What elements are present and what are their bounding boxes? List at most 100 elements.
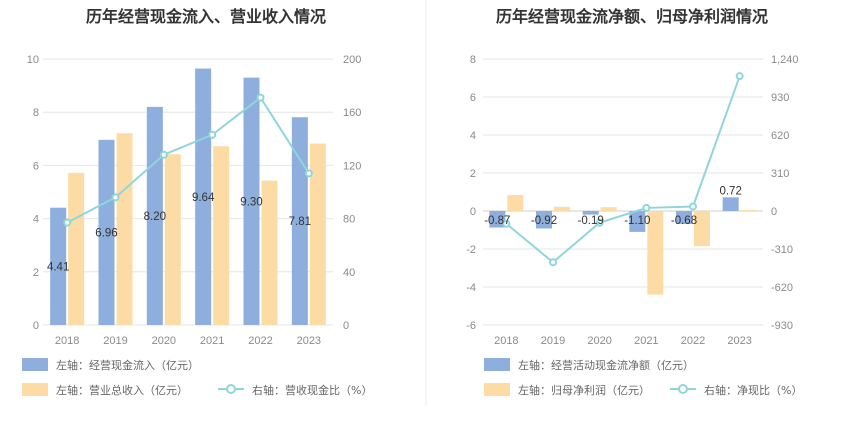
data-label: -0.68	[671, 215, 697, 227]
ratio-point[interactable]	[208, 130, 217, 139]
left-tick-label: 2	[470, 168, 476, 180]
right-tick-label: 200	[343, 54, 361, 66]
legend-label-inflow: 左轴：经营现金流入（亿元）	[56, 358, 199, 372]
ratio-polyline	[66, 96, 310, 224]
legend-swatch-net-ratio-dot	[678, 384, 688, 394]
data-label: 7.81	[289, 216, 311, 228]
bar-net-cashflow[interactable]	[676, 211, 692, 224]
ratio-point[interactable]	[304, 169, 313, 178]
chart-net-cashflow-profit: 历年经营现金流净额、归母净利润情况 -6 -4 -2 0 2 4 6 8 -930 -620 -3…	[466, 7, 802, 397]
left-tick-label: 6	[33, 160, 39, 172]
legend-label-revenue: 左轴：营业总收入（亿元）	[56, 383, 188, 397]
bar-net-cashflow[interactable]	[489, 211, 506, 228]
legend-item-ratio[interactable]: 右轴：营收现金比（%）	[218, 383, 372, 397]
data-label: 4.41	[47, 261, 69, 273]
bar-inflow[interactable]	[50, 207, 67, 325]
left-tick-label: 10	[27, 54, 39, 66]
chart-cash-inflow-revenue: 历年经营现金流入、营业收入情况 0 2 4 6 8 10 0 40 80 120 160 200 4…	[22, 7, 372, 397]
bar-revenue[interactable]	[116, 133, 133, 325]
left-tick-label: 8	[470, 54, 476, 66]
left-tick-label: 2	[33, 267, 39, 279]
bar-net-profit[interactable]	[740, 210, 757, 212]
ratio-point[interactable]	[595, 218, 604, 227]
bar-net-cashflow[interactable]	[722, 197, 739, 211]
ratio-point[interactable]	[159, 150, 168, 159]
legend-item-net-profit[interactable]: 左轴：归母净利润（亿元）	[484, 383, 650, 397]
bar-revenue[interactable]	[213, 146, 230, 325]
ratio-point[interactable]	[256, 93, 265, 102]
ratio-point[interactable]	[689, 202, 697, 211]
bar-revenue[interactable]	[309, 143, 326, 325]
bar-net-cashflow[interactable]	[629, 211, 646, 232]
data-label: 0.72	[719, 185, 741, 197]
x-tick-label: 2019	[541, 335, 565, 347]
right-tick-label: 310	[771, 168, 789, 180]
bar-inflow[interactable]	[291, 117, 308, 325]
right-tick-label: 930	[771, 92, 789, 104]
left-tick-label: -4	[466, 282, 476, 294]
ratio-point[interactable]	[642, 203, 651, 212]
right-tick-label: 40	[343, 267, 355, 279]
bar-inflow[interactable]	[146, 106, 163, 325]
data-label: 9.30	[240, 196, 262, 208]
bar-net-profit[interactable]	[694, 211, 710, 247]
left-tick-label: 4	[33, 214, 39, 226]
bar-net-profit[interactable]	[507, 195, 524, 211]
bar-net-profit[interactable]	[600, 207, 617, 211]
right-tick-label: 160	[343, 107, 361, 119]
bar-net-profit[interactable]	[647, 211, 664, 295]
right-tick-label: -310	[771, 244, 793, 256]
bar-inflow[interactable]	[243, 77, 260, 326]
left-tick-label: -6	[466, 320, 476, 332]
right-axis-ticks: -930 -620 -310 0 310 620 930 1,240	[771, 54, 799, 332]
legend-item-net-ratio[interactable]: 右轴：净现比（%）	[670, 383, 802, 397]
bar-inflow[interactable]	[195, 68, 212, 326]
bars	[489, 195, 757, 295]
left-tick-label: 4	[470, 130, 476, 142]
bar-net-profit[interactable]	[554, 206, 570, 211]
legend-swatch-net-cashflow	[484, 358, 510, 371]
chart-title: 历年经营现金流净额、归母净利润情况	[496, 7, 768, 26]
ratio-point[interactable]	[735, 72, 744, 81]
x-tick-label: 2018	[55, 335, 79, 347]
bar-net-cashflow[interactable]	[536, 211, 552, 229]
bar-revenue[interactable]	[261, 180, 278, 325]
legend-item-net-cashflow[interactable]: 左轴：经营活动现金流净额（亿元）	[484, 358, 694, 372]
data-label: 8.20	[144, 211, 166, 223]
right-tick-label: 80	[343, 214, 355, 226]
data-label: -0.19	[578, 215, 604, 227]
legend-label-net-ratio: 右轴：净现比（%）	[704, 383, 802, 397]
x-tick-label: 2021	[200, 335, 224, 347]
ratio-point[interactable]	[111, 193, 120, 202]
right-tick-label: 0	[343, 320, 349, 332]
bar-revenue[interactable]	[164, 154, 181, 325]
right-tick-label: 1,240	[771, 54, 799, 66]
ratio-line	[502, 72, 744, 267]
left-tick-label: 8	[33, 107, 39, 119]
ratio-point[interactable]	[549, 258, 557, 267]
legend-item-revenue[interactable]: 左轴：营业总收入（亿元）	[22, 383, 188, 397]
ratio-polyline	[505, 75, 741, 264]
right-tick-label: 120	[343, 160, 361, 172]
right-tick-label: -930	[771, 320, 793, 332]
bar-revenue[interactable]	[68, 172, 85, 325]
right-tick-label: 620	[771, 130, 789, 142]
gridlines	[483, 58, 763, 326]
legend: 左轴：经营现金流入（亿元） 左轴：营业总收入（亿元） 右轴：营收现金比（%）	[22, 358, 372, 397]
ratio-point[interactable]	[63, 218, 72, 227]
x-tick-label: 2019	[103, 335, 127, 347]
bar-inflow[interactable]	[98, 139, 115, 325]
bar-net-cashflow[interactable]	[582, 211, 599, 215]
legend-label-net-profit: 左轴：归母净利润（亿元）	[518, 383, 650, 397]
right-axis-ticks: 0 40 80 120 160 200	[343, 54, 361, 332]
ratio-point[interactable]	[502, 219, 511, 228]
legend-item-inflow[interactable]: 左轴：经营现金流入（亿元）	[22, 358, 199, 372]
legend-swatch-inflow	[22, 358, 48, 371]
left-tick-label: 0	[470, 206, 476, 218]
x-tick-label: 2020	[152, 335, 176, 347]
bars	[50, 68, 326, 326]
data-label: -1.10	[624, 215, 650, 227]
x-tick-label: 2023	[297, 335, 321, 347]
left-tick-label: -2	[466, 244, 476, 256]
